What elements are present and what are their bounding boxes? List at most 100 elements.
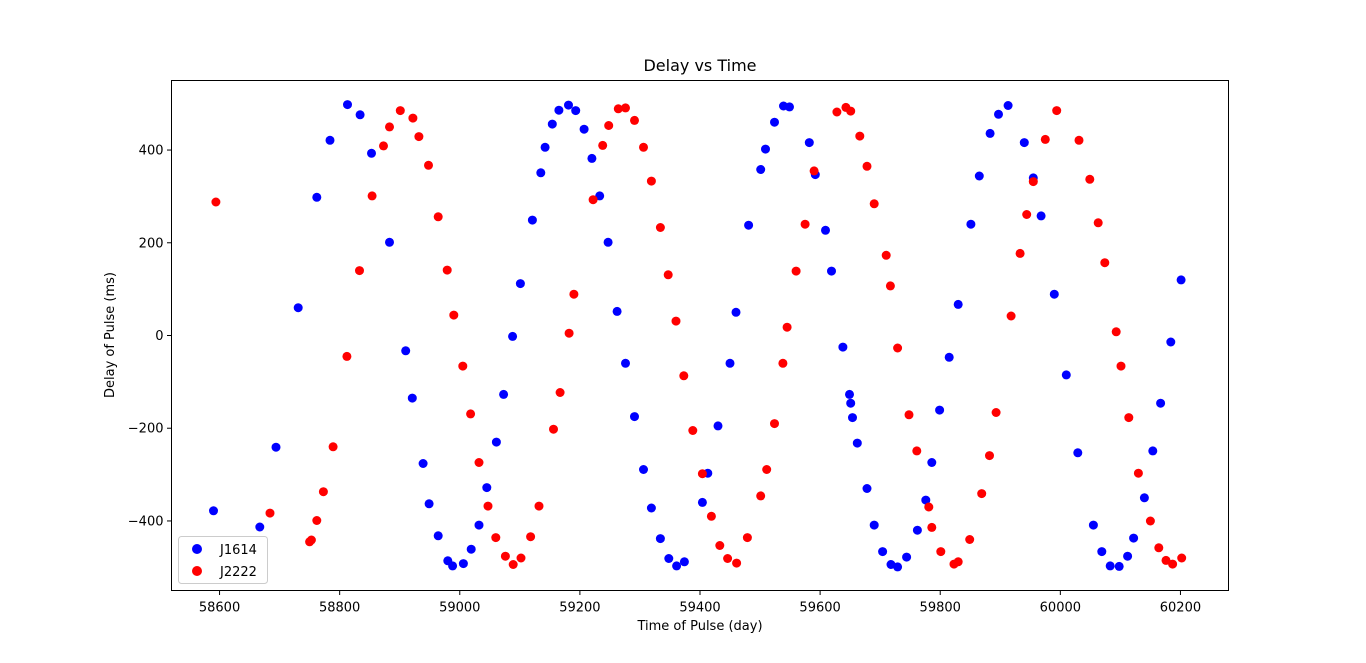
point-j1614-67 — [878, 547, 887, 556]
point-j2222-79 — [992, 408, 1001, 417]
point-j2222-64 — [863, 162, 872, 171]
point-j1614-97 — [1166, 338, 1175, 347]
point-j2222-41 — [656, 223, 665, 232]
point-j2222-63 — [855, 132, 864, 141]
point-j2222-87 — [1085, 175, 1094, 184]
point-j2222-15 — [424, 161, 433, 170]
x-axis-label: Time of Pulse (day) — [636, 619, 762, 634]
point-j1614-80 — [994, 110, 1003, 119]
point-j1614-21 — [492, 438, 501, 447]
point-j2222-98 — [1177, 554, 1186, 563]
point-j1614-33 — [587, 154, 596, 163]
point-j2222-83 — [1029, 177, 1038, 186]
point-j1614-36 — [613, 307, 622, 316]
point-j2222-93 — [1134, 469, 1143, 478]
point-j1614-87 — [1073, 448, 1082, 457]
point-j2222-86 — [1075, 136, 1084, 145]
point-j2222-92 — [1124, 413, 1133, 422]
point-j1614-92 — [1123, 552, 1132, 561]
point-j2222-32 — [569, 290, 578, 299]
point-j1614-51 — [756, 165, 765, 174]
point-j2222-97 — [1168, 560, 1177, 569]
point-j1614-26 — [536, 168, 545, 177]
point-j2222-43 — [672, 317, 681, 326]
legend: J1614 J2222 — [179, 537, 268, 584]
point-j2222-76 — [965, 535, 974, 544]
point-j1614-55 — [785, 102, 794, 111]
point-j1614-52 — [761, 145, 770, 154]
point-j1614-76 — [954, 300, 963, 309]
point-j2222-31 — [565, 329, 574, 338]
x-tick-label-59400: 59400 — [679, 601, 720, 616]
point-j2222-53 — [762, 465, 771, 474]
point-j2222-88 — [1094, 218, 1103, 227]
y-tick-label-0: 0 — [155, 329, 163, 344]
point-j1614-40 — [647, 504, 656, 513]
point-j2222-91 — [1117, 362, 1126, 371]
point-j1614-10 — [401, 346, 410, 355]
point-j2222-26 — [517, 554, 526, 563]
point-j2222-28 — [535, 502, 544, 511]
point-j2222-68 — [893, 344, 902, 353]
point-j2222-85 — [1052, 106, 1061, 115]
point-j2222-50 — [732, 559, 741, 568]
point-j2222-29 — [549, 425, 558, 434]
y-tick-label--400: −400 — [128, 514, 164, 529]
x-tick-label-59200: 59200 — [559, 601, 600, 616]
plot-frame — [172, 81, 1229, 591]
point-j1614-42 — [664, 554, 673, 563]
point-j2222-25 — [509, 560, 518, 569]
point-j2222-9 — [368, 191, 377, 200]
point-j2222-75 — [954, 557, 963, 566]
point-j2222-30 — [556, 388, 565, 397]
point-j1614-3 — [294, 303, 303, 312]
point-j2222-18 — [449, 311, 458, 320]
point-j1614-71 — [913, 526, 922, 535]
point-j1614-9 — [385, 238, 394, 247]
point-j1614-63 — [848, 413, 857, 422]
point-j2222-77 — [977, 489, 986, 498]
point-j1614-0 — [209, 506, 218, 515]
point-j2222-1 — [266, 509, 275, 518]
point-j1614-94 — [1140, 493, 1149, 502]
point-j2222-45 — [688, 426, 697, 435]
point-j1614-95 — [1148, 446, 1157, 455]
point-j2222-71 — [924, 503, 933, 512]
y-tick-label-400: 400 — [139, 144, 164, 159]
point-j1614-35 — [604, 238, 613, 247]
point-j1614-90 — [1106, 561, 1115, 570]
point-j2222-72 — [927, 523, 936, 532]
point-j2222-27 — [526, 532, 535, 541]
point-j1614-60 — [838, 343, 847, 352]
point-j2222-60 — [832, 108, 841, 117]
x-axis-ticks: 58600 58800 59000 59200 59400 59600 59800 60000… — [199, 591, 1201, 616]
point-j2222-80 — [1007, 312, 1016, 321]
point-j1614-84 — [1037, 211, 1046, 220]
point-j2222-10 — [379, 141, 388, 150]
point-j1614-79 — [986, 129, 995, 138]
point-j2222-24 — [501, 552, 510, 561]
x-tick-label-58600: 58600 — [199, 601, 240, 616]
point-j1614-86 — [1062, 370, 1071, 379]
point-j2222-59 — [810, 166, 819, 175]
point-j2222-12 — [396, 106, 405, 115]
point-j1614-22 — [499, 390, 508, 399]
point-j1614-29 — [554, 106, 563, 115]
point-j1614-82 — [1020, 138, 1029, 147]
point-j2222-23 — [491, 533, 500, 542]
chart-title: Delay vs Time — [643, 56, 756, 75]
point-j2222-70 — [912, 446, 921, 455]
point-j2222-49 — [723, 554, 732, 563]
point-j2222-38 — [630, 116, 639, 125]
point-j1614-48 — [726, 359, 735, 368]
point-j1614-12 — [419, 459, 428, 468]
point-j1614-8 — [367, 149, 376, 158]
point-j2222-81 — [1016, 249, 1025, 258]
point-j1614-65 — [863, 484, 872, 493]
y-tick-label--200: −200 — [128, 422, 164, 437]
point-j2222-67 — [886, 281, 895, 290]
point-j2222-6 — [329, 442, 338, 451]
point-j1614-47 — [714, 421, 723, 430]
point-j2222-95 — [1154, 543, 1163, 552]
